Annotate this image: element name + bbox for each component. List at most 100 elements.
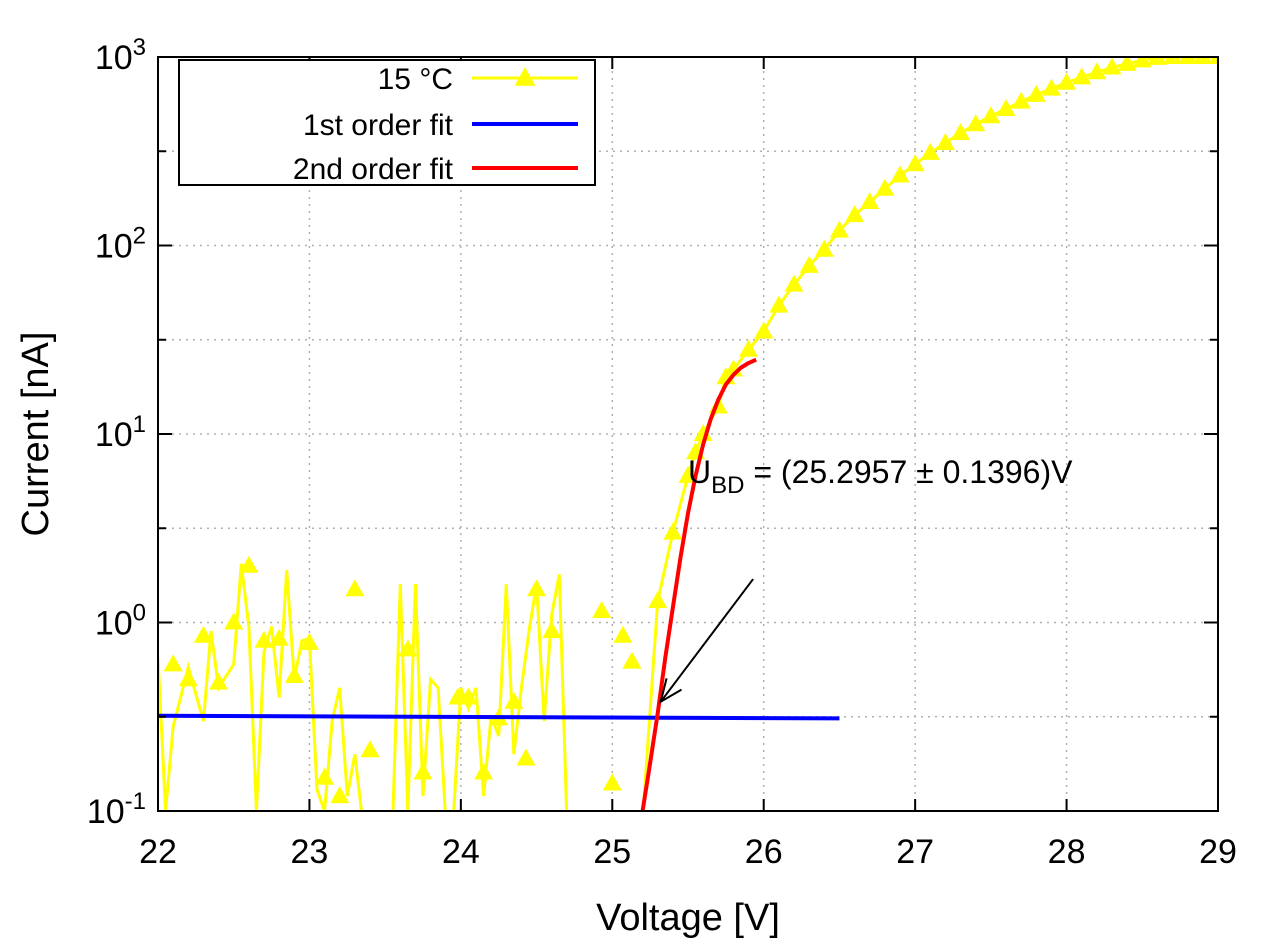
series-15c-point bbox=[360, 740, 380, 758]
series-15c-point bbox=[739, 339, 759, 357]
legend-swatch-marker bbox=[514, 67, 536, 86]
series-15c-point bbox=[239, 555, 259, 573]
ubd-value: = (25.2957 ± 0.1396)V bbox=[744, 454, 1073, 490]
series-15c-point bbox=[935, 132, 955, 150]
series-15c-point bbox=[504, 691, 524, 709]
y-axis-title: Current [nA] bbox=[15, 332, 57, 537]
y-tick-label: 103 bbox=[95, 34, 146, 77]
y-tick-exponent: 2 bbox=[133, 223, 146, 250]
series-15c-point bbox=[224, 612, 244, 630]
y-tick-exponent: 3 bbox=[133, 34, 146, 61]
series-15c-point bbox=[269, 628, 289, 646]
series-15c-point bbox=[678, 465, 698, 483]
series-15c-point bbox=[996, 98, 1016, 116]
series-15c-point bbox=[458, 687, 478, 705]
series-15c-point bbox=[769, 295, 789, 313]
series-15c-point bbox=[622, 651, 642, 669]
series-15c-point bbox=[693, 424, 713, 441]
ubd-arrow-line bbox=[659, 578, 754, 703]
legend-label: 1st order fit bbox=[303, 109, 454, 142]
series-15c-point bbox=[254, 630, 274, 648]
ubd-symbol: U bbox=[688, 454, 711, 490]
legend-label: 15 °C bbox=[378, 63, 453, 96]
ubd-arrow-head bbox=[659, 678, 683, 704]
y-tick-label: 101 bbox=[95, 411, 146, 454]
series-15c-point bbox=[330, 786, 350, 804]
series-15c-point bbox=[542, 621, 562, 639]
series-15c-point bbox=[178, 669, 198, 687]
series-15c-point bbox=[284, 666, 304, 684]
series-15c-point bbox=[1163, 57, 1183, 64]
series-15c-point bbox=[1147, 57, 1167, 65]
series-15c-point bbox=[829, 220, 849, 238]
series-15c-point bbox=[663, 522, 683, 540]
y-tick-exponent: 1 bbox=[133, 411, 146, 438]
y-tick-base: 10 bbox=[95, 416, 133, 454]
y-tick-base: 10 bbox=[95, 39, 133, 77]
series-15c-point bbox=[345, 579, 365, 597]
y-tick-base: 10 bbox=[87, 793, 125, 831]
series-15c-point bbox=[814, 239, 834, 257]
series-15c-point bbox=[860, 192, 880, 210]
series-1st-order-fit-line bbox=[158, 713, 840, 721]
y-tick-base: 10 bbox=[95, 228, 133, 266]
series-15c-point bbox=[413, 762, 433, 780]
series-15c-point bbox=[905, 154, 925, 172]
series-15c-point bbox=[875, 178, 895, 196]
series-15c-point bbox=[641, 809, 644, 811]
series-15c-point bbox=[398, 639, 418, 657]
legend: 15 °C 1st order fit 2nd order fit bbox=[178, 59, 596, 186]
series-15c-point bbox=[1026, 84, 1046, 102]
x-tick-label: 28 bbox=[1048, 833, 1086, 871]
series-2nd-order-fit-line bbox=[640, 357, 757, 811]
series-15c-point bbox=[193, 625, 213, 643]
ubd-annotation-text: UBD = (25.2957 ± 0.1396)V bbox=[688, 454, 1073, 499]
series-15c-point bbox=[784, 274, 804, 292]
series-15c-point bbox=[845, 205, 865, 223]
y-tick-label: 100 bbox=[95, 600, 146, 643]
legend-label: 2nd order fit bbox=[293, 153, 454, 186]
x-tick-label: 22 bbox=[139, 833, 177, 871]
series-15c-point bbox=[1178, 57, 1198, 64]
series-15c-point bbox=[474, 762, 494, 780]
series-15c-point bbox=[648, 591, 668, 609]
series-15c-point bbox=[754, 321, 774, 339]
y-tick-label: 102 bbox=[95, 223, 146, 266]
data-layer bbox=[158, 57, 1218, 811]
y-tick-exponent: -1 bbox=[125, 788, 146, 815]
series-15c-point bbox=[920, 142, 940, 160]
series-15c-point bbox=[1072, 67, 1092, 85]
x-tick-label: 23 bbox=[291, 833, 329, 871]
x-tick-label: 29 bbox=[1199, 833, 1237, 871]
series-15c-point bbox=[1011, 91, 1031, 109]
x-tick-label: 27 bbox=[896, 833, 934, 871]
ubd-subscript: BD bbox=[711, 472, 744, 499]
series-15c-point bbox=[966, 114, 986, 132]
x-axis-title: Voltage [V] bbox=[596, 897, 780, 939]
series-15c-point bbox=[602, 773, 622, 791]
series-15c-point bbox=[1041, 78, 1061, 96]
series-15c-point bbox=[315, 767, 335, 785]
series-15c-point bbox=[592, 601, 612, 619]
series-15c-point bbox=[516, 748, 536, 766]
annotation-layer: UBD = (25.2957 ± 0.1396)V bbox=[659, 454, 1073, 704]
x-tick-label: 24 bbox=[442, 833, 480, 871]
x-tick-label: 26 bbox=[745, 833, 783, 871]
series-15c-point bbox=[1132, 57, 1152, 68]
y-tick-exponent: 0 bbox=[133, 600, 146, 627]
x-tick-label: 25 bbox=[593, 833, 631, 871]
series-15c-point bbox=[799, 255, 819, 273]
series-15c-point bbox=[1057, 72, 1077, 90]
series-15c-point bbox=[1193, 57, 1213, 64]
series-15c-point bbox=[209, 672, 229, 690]
series-15c-point bbox=[613, 625, 633, 643]
series-15c-point bbox=[951, 123, 971, 141]
series-15c-point bbox=[1117, 57, 1137, 71]
series-15c-point bbox=[1102, 57, 1122, 75]
series-15c-point bbox=[1087, 62, 1107, 80]
series-15c-point bbox=[890, 165, 910, 183]
series-15c-point bbox=[1208, 57, 1218, 64]
